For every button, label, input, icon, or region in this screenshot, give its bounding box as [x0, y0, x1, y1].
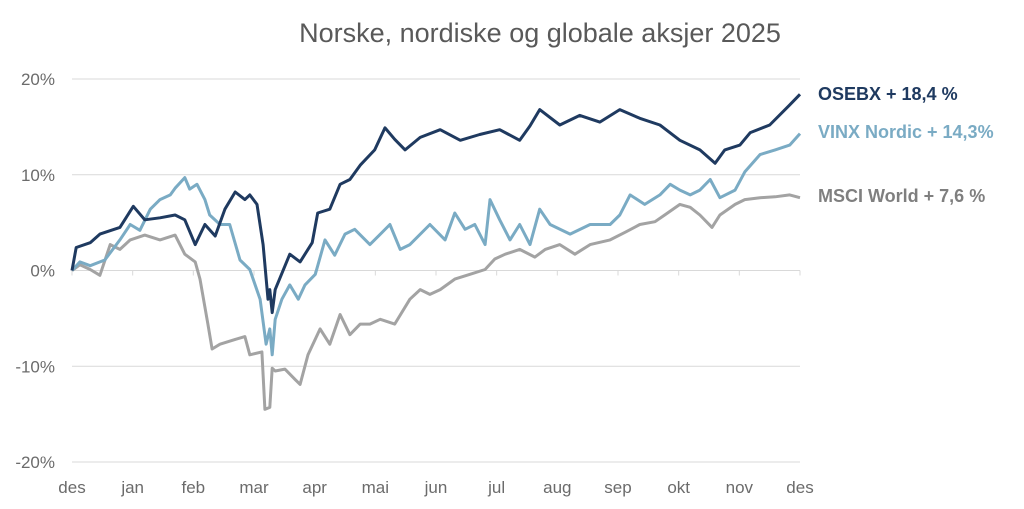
series-label-msci-world: MSCI World + 7,6 % — [818, 186, 985, 206]
y-tick-label: 0% — [30, 262, 55, 281]
series-line-vinx-nordic — [70, 132, 802, 357]
series-line-osebx — [70, 93, 802, 315]
x-tick-label: aug — [543, 478, 571, 497]
x-tick-label: feb — [182, 478, 206, 497]
x-tick-label: apr — [302, 478, 327, 497]
y-tick-label: -20% — [15, 453, 55, 472]
x-tick-label: jan — [120, 478, 144, 497]
series-label-osebx: OSEBX + 18,4 % — [818, 84, 958, 104]
y-tick-label: 10% — [21, 166, 55, 185]
chart-title: Norske, nordiske og globale aksjer 2025 — [299, 18, 781, 48]
y-tick-label: 20% — [21, 70, 55, 89]
x-tick-label: mai — [362, 478, 389, 497]
x-tick-label: okt — [667, 478, 690, 497]
x-tick-label: jun — [424, 478, 448, 497]
x-tick-label: sep — [604, 478, 631, 497]
x-tick-label: jul — [487, 478, 505, 497]
series-line-msci-world — [71, 193, 801, 411]
x-tick-label: mar — [239, 478, 269, 497]
y-tick-label: -10% — [15, 357, 55, 376]
x-tick-label: nov — [726, 478, 754, 497]
x-tick-label: des — [786, 478, 813, 497]
series-label-vinx-nordic: VINX Nordic + 14,3% — [818, 122, 994, 142]
x-tick-label: des — [58, 478, 85, 497]
